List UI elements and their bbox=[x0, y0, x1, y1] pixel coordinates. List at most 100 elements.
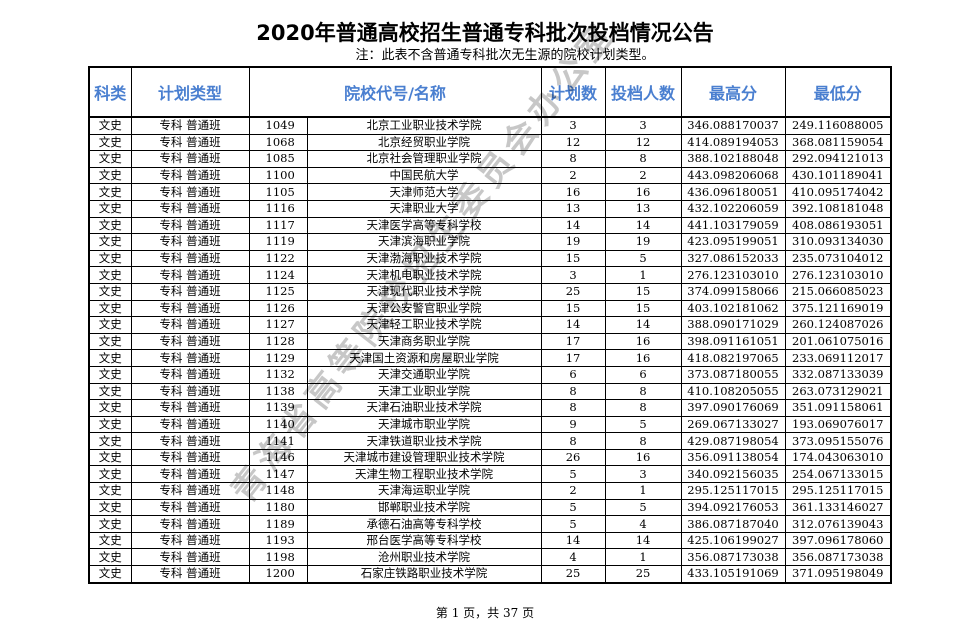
cell-school-code: 1146 bbox=[248, 448, 308, 467]
cell-max-score: 356.087173038 bbox=[680, 548, 786, 567]
cell-school-code: 1141 bbox=[248, 432, 308, 450]
table-row: 文史 专科 普通班 1128 天津商务职业学院 17 16 398.091161051 201… bbox=[88, 332, 892, 351]
cell-plan-type: 专科 普通班 bbox=[130, 150, 250, 168]
table-row: 文史 专科 普通班 1129 天津国土资源和房屋职业学院 17 16 418.0821970… bbox=[88, 349, 892, 367]
header-school: 院校代号/名称 bbox=[248, 66, 542, 118]
cell-category: 文史 bbox=[88, 465, 132, 484]
cell-school-name: 天津生物工程职业技术学院 bbox=[306, 465, 542, 484]
table-row: 文史 专科 普通班 1189 承德石油高等专科学校 5 4 386.087187040 312… bbox=[88, 515, 892, 533]
cell-admitted-count: 3 bbox=[604, 465, 682, 484]
cell-plan-type: 专科 普通班 bbox=[130, 448, 250, 467]
cell-max-score: 418.082197065 bbox=[680, 349, 786, 367]
cell-school-code: 1122 bbox=[248, 249, 308, 268]
cell-school-name: 天津渤海职业技术学院 bbox=[306, 249, 542, 268]
cell-plan-count: 8 bbox=[540, 382, 606, 401]
cell-max-score: 398.091161051 bbox=[680, 332, 786, 351]
cell-plan-count: 8 bbox=[540, 399, 606, 417]
cell-school-code: 1147 bbox=[248, 465, 308, 484]
cell-plan-count: 17 bbox=[540, 332, 606, 351]
cell-school-name: 天津公安警官职业学院 bbox=[306, 299, 542, 318]
cell-admitted-count: 14 bbox=[604, 531, 682, 550]
cell-admitted-count: 8 bbox=[604, 150, 682, 168]
cell-max-score: 403.102181062 bbox=[680, 299, 786, 318]
cell-admitted-count: 5 bbox=[604, 498, 682, 517]
cell-max-score: 269.067133027 bbox=[680, 415, 786, 434]
cell-max-score: 340.092156035 bbox=[680, 465, 786, 484]
cell-plan-type: 专科 普通班 bbox=[130, 482, 250, 500]
cell-max-score: 441.103179059 bbox=[680, 216, 786, 235]
cell-max-score: 397.090176069 bbox=[680, 399, 786, 417]
table-row: 文史 专科 普通班 1117 天津医学高等专科学校 14 14 441.103179059 4… bbox=[88, 216, 892, 235]
cell-admitted-count: 12 bbox=[604, 133, 682, 152]
cell-max-score: 423.095199051 bbox=[680, 233, 786, 251]
table-row: 文史 专科 普通班 1138 天津工业职业学院 8 8 410.108205055 263.0… bbox=[88, 382, 892, 401]
cell-plan-count: 25 bbox=[540, 282, 606, 301]
cell-max-score: 327.086152033 bbox=[680, 249, 786, 268]
cell-school-code: 1100 bbox=[248, 166, 308, 185]
cell-min-score: 263.073129021 bbox=[784, 382, 892, 401]
cell-min-score: 201.061075016 bbox=[784, 332, 892, 351]
cell-plan-type: 专科 普通班 bbox=[130, 432, 250, 450]
cell-max-score: 394.092176053 bbox=[680, 498, 786, 517]
cell-min-score: 193.069076017 bbox=[784, 415, 892, 434]
cell-school-name: 邯郸职业技术学院 bbox=[306, 498, 542, 517]
cell-school-name: 天津职业大学 bbox=[306, 199, 542, 218]
cell-min-score: 361.133146027 bbox=[784, 498, 892, 517]
table-row: 文史 专科 普通班 1132 天津交通职业学院 6 6 373.087180055 332.0… bbox=[88, 365, 892, 384]
cell-category: 文史 bbox=[88, 266, 132, 284]
header-category: 科类 bbox=[88, 66, 132, 118]
cell-min-score: 408.086193051 bbox=[784, 216, 892, 235]
cell-max-score: 425.106199027 bbox=[680, 531, 786, 550]
cell-category: 文史 bbox=[88, 332, 132, 351]
cell-plan-type: 专科 普通班 bbox=[130, 233, 250, 251]
table-row: 文史 专科 普通班 1148 天津海运职业学院 2 1 295.125117015 295.1… bbox=[88, 482, 892, 500]
cell-school-name: 天津交通职业学院 bbox=[306, 365, 542, 384]
table-row: 文史 专科 普通班 1147 天津生物工程职业技术学院 5 3 340.092156035 2… bbox=[88, 465, 892, 484]
cell-school-name: 天津海运职业学院 bbox=[306, 482, 542, 500]
cell-plan-type: 专科 普通班 bbox=[130, 399, 250, 417]
table-row: 文史 专科 普通班 1146 天津城市建设管理职业技术学院 26 16 356.091138… bbox=[88, 448, 892, 467]
cell-min-score: 351.091158061 bbox=[784, 399, 892, 417]
cell-category: 文史 bbox=[88, 548, 132, 567]
cell-plan-count: 15 bbox=[540, 249, 606, 268]
cell-school-code: 1198 bbox=[248, 548, 308, 567]
cell-admitted-count: 8 bbox=[604, 432, 682, 450]
cell-admitted-count: 16 bbox=[604, 332, 682, 351]
cell-plan-count: 19 bbox=[540, 233, 606, 251]
cell-plan-count: 14 bbox=[540, 531, 606, 550]
cell-category: 文史 bbox=[88, 515, 132, 533]
cell-school-name: 天津城市职业学院 bbox=[306, 415, 542, 434]
cell-plan-count: 3 bbox=[540, 266, 606, 284]
table-row: 文史 专科 普通班 1200 石家庄铁路职业技术学院 25 25 433.105191069… bbox=[88, 565, 892, 584]
cell-admitted-count: 13 bbox=[604, 199, 682, 218]
cell-school-code: 1116 bbox=[248, 199, 308, 218]
cell-admitted-count: 15 bbox=[604, 299, 682, 318]
cell-plan-type: 专科 普通班 bbox=[130, 382, 250, 401]
cell-plan-type: 专科 普通班 bbox=[130, 316, 250, 334]
cell-admitted-count: 5 bbox=[604, 415, 682, 434]
table-row: 文史 专科 普通班 1198 沧州职业技术学院 4 1 356.087173038 356.0… bbox=[88, 548, 892, 567]
cell-school-code: 1126 bbox=[248, 299, 308, 318]
cell-category: 文史 bbox=[88, 183, 132, 201]
cell-plan-type: 专科 普通班 bbox=[130, 415, 250, 434]
cell-plan-count: 14 bbox=[540, 316, 606, 334]
cell-max-score: 443.098206068 bbox=[680, 166, 786, 185]
cell-admitted-count: 1 bbox=[604, 548, 682, 567]
cell-max-score: 410.108205055 bbox=[680, 382, 786, 401]
admission-table: 科类 计划类型 院校代号/名称 计划数 投档人数 最高分 最低分 文史 专科 普通… bbox=[88, 66, 893, 584]
cell-plan-count: 12 bbox=[540, 133, 606, 152]
header-min-score: 最低分 bbox=[784, 66, 892, 118]
table-row: 文史 专科 普通班 1068 北京经贸职业学院 12 12 414.089194053 368… bbox=[88, 133, 892, 152]
cell-school-code: 1068 bbox=[248, 133, 308, 152]
table-row: 文史 专科 普通班 1125 天津现代职业技术学院 25 15 374.099158066 2… bbox=[88, 282, 892, 301]
cell-min-score: 312.076139043 bbox=[784, 515, 892, 533]
cell-school-code: 1125 bbox=[248, 282, 308, 301]
table-row: 文史 专科 普通班 1126 天津公安警官职业学院 15 15 403.102181062 3… bbox=[88, 299, 892, 318]
cell-max-score: 388.102188048 bbox=[680, 150, 786, 168]
cell-school-name: 天津滨海职业学院 bbox=[306, 233, 542, 251]
cell-admitted-count: 16 bbox=[604, 349, 682, 367]
cell-max-score: 295.125117015 bbox=[680, 482, 786, 500]
cell-plan-type: 专科 普通班 bbox=[130, 166, 250, 185]
cell-category: 文史 bbox=[88, 299, 132, 318]
cell-school-name: 天津轻工职业技术学院 bbox=[306, 316, 542, 334]
